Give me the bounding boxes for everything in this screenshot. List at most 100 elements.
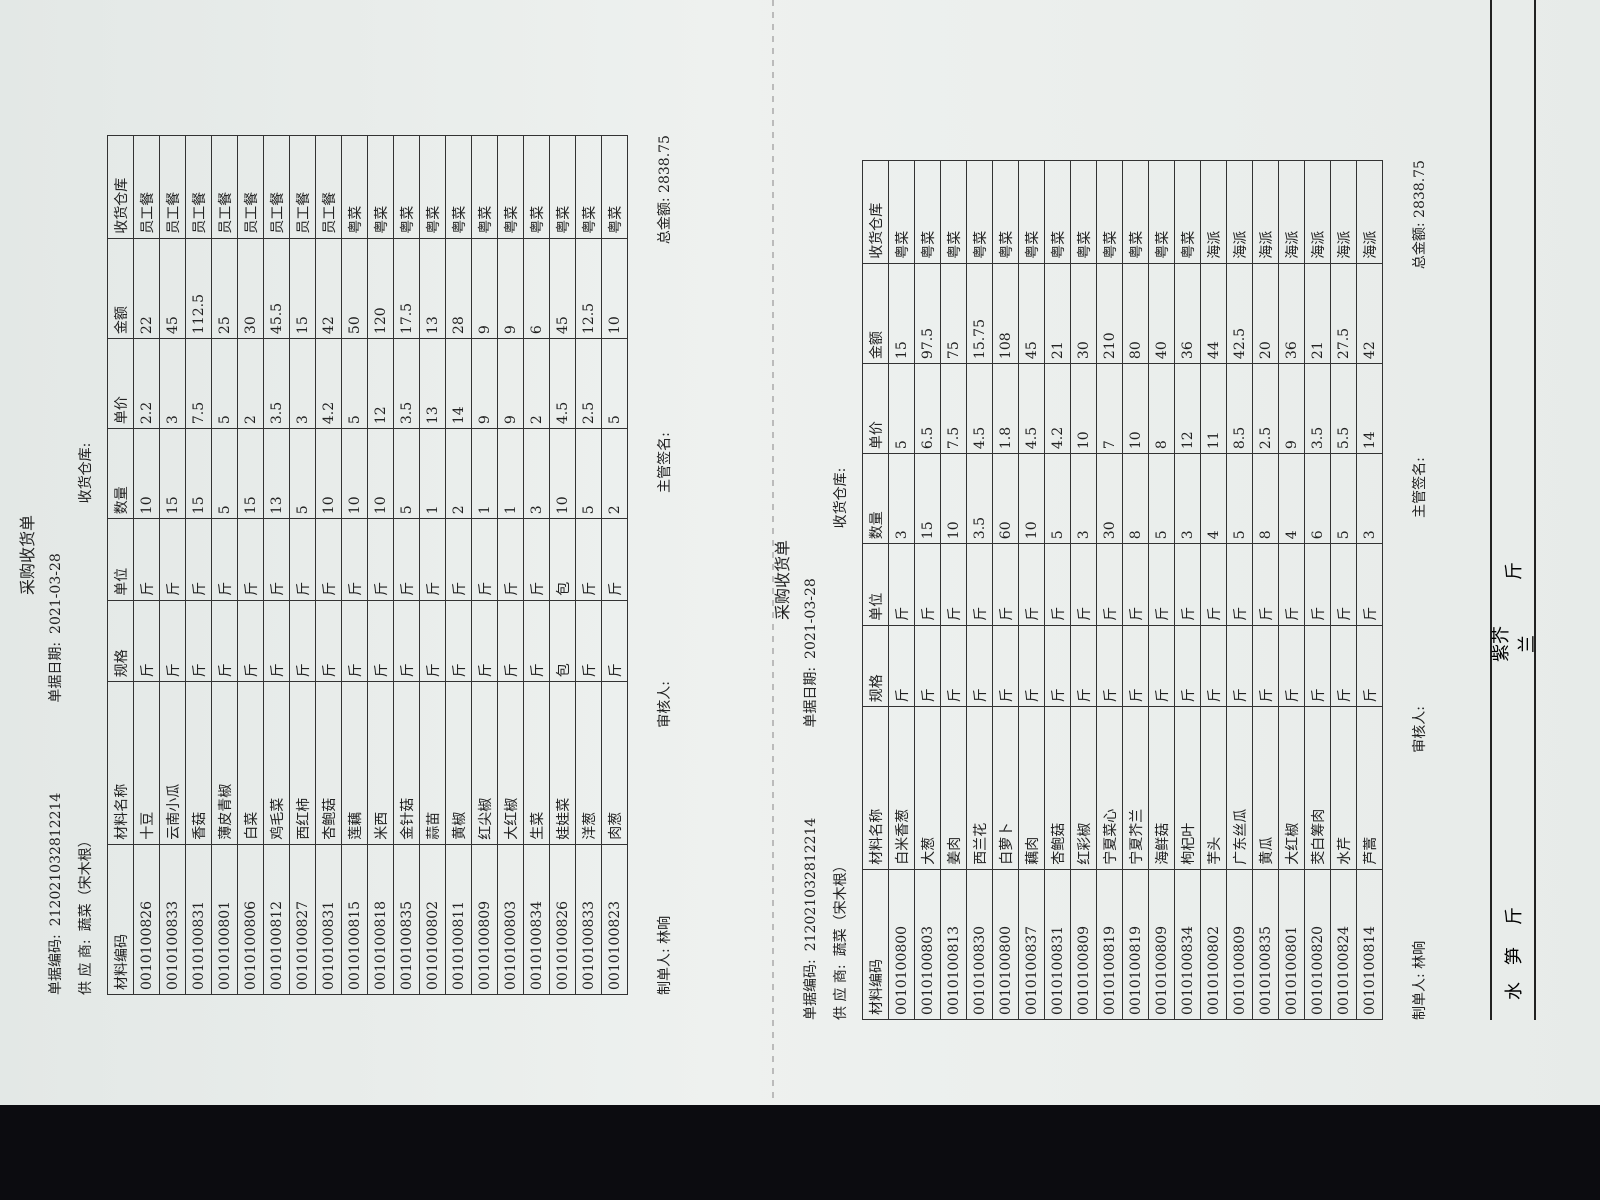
cell: 3 (523, 428, 550, 519)
cell: 黄椒 (445, 681, 472, 845)
table-row: 0010100801 薄皮青椒斤斤 5 5 25 员工餐 (211, 135, 238, 995)
cell: 斤 (1356, 625, 1383, 707)
cell: 120 (367, 238, 394, 339)
table-row: 0010100818 米西斤斤 10 12 120 粤菜 (367, 135, 394, 995)
cell: 1 (419, 428, 446, 519)
cell: 4.2 (1044, 363, 1071, 454)
supplier-info: 供 应 商: 蔬菜（宋木根） 收货仓库: (71, 115, 101, 995)
table-row: 0010100801 大红椒斤斤 4 9 36 海派 (1278, 160, 1305, 1020)
table-row: 0010100834 枸杞叶斤斤 3 12 36 粤菜 (1174, 160, 1201, 1020)
column-header: 材料名称 (107, 681, 134, 845)
cell: 斤 (367, 600, 394, 682)
table-row: 0010100823 肉葱斤斤 2 5 10 粤菜 (601, 135, 628, 995)
cell: 50 (341, 238, 368, 339)
cell: 白米香葱 (888, 706, 915, 870)
cell: 13 (263, 428, 290, 519)
cell: 0010100820 (1304, 869, 1331, 1020)
cell: 斤 (1278, 625, 1305, 707)
cell: 斤 (601, 600, 628, 682)
cell: 斤 (1148, 625, 1175, 707)
cell: 斤 (1278, 543, 1305, 626)
cell: 斤 (914, 625, 941, 707)
cell: 红彩椒 (1070, 706, 1097, 870)
doc-no-label: 单据编码: (803, 959, 819, 1020)
total-label: 总金额: (657, 197, 673, 245)
table-row: 0010100835 金针菇斤斤 5 3.5 17.5 粤菜 (393, 135, 420, 995)
cell: 粤菜 (1122, 160, 1149, 264)
table-row: 0010100815 莲藕斤斤 10 5 50 粤菜 (341, 135, 368, 995)
supplier-label: 供 应 商: (833, 964, 849, 1020)
cell: 15 (185, 428, 212, 519)
cell: 4.5 (549, 338, 576, 429)
doc-info: 单据编码: 212021032812214 单据日期: 2021-03-28 (796, 140, 826, 1020)
cell: 云南小瓜 (159, 681, 186, 845)
cell: 0010100809 (471, 844, 498, 995)
cell: 米西 (367, 681, 394, 845)
maker-label: 制单人: (1412, 973, 1428, 1020)
total: 总金额: 2838.75 (1409, 160, 1429, 269)
table-row: 0010100820 茭白筹肉斤斤 6 3.5 21 海派 (1304, 160, 1331, 1020)
cell: 生菜 (523, 681, 550, 845)
cell: 斤 (471, 600, 498, 682)
cell: 60 (992, 453, 1019, 544)
table-row: 0010100826 十豆斤斤 10 2.2 22 员工餐 (133, 135, 160, 995)
cell: 0010100812 (263, 844, 290, 995)
cell: 斤 (575, 600, 602, 682)
cell: 芋头 (1200, 706, 1227, 870)
cell: 海派 (1278, 160, 1305, 264)
total-value: 2838.75 (657, 135, 673, 193)
column-header: 收货仓库 (862, 160, 889, 264)
cell: 5 (1148, 453, 1175, 544)
cell: 斤 (419, 600, 446, 682)
cell: 斤 (1070, 625, 1097, 707)
cell: 枸杞叶 (1174, 706, 1201, 870)
doc-no: 212021032812214 (803, 817, 819, 952)
cell: 30 (1070, 263, 1097, 364)
cell: 3.5 (1304, 363, 1331, 454)
table-row: 0010100814 芦蒿斤斤 3 14 42 海派 (1356, 160, 1383, 1020)
cell: 斤 (211, 600, 238, 682)
cell: 3 (1174, 453, 1201, 544)
cell: 斤 (497, 600, 524, 682)
cell: 鸡毛菜 (263, 681, 290, 845)
cell: 粤菜 (497, 135, 524, 239)
cell: 薄皮青椒 (211, 681, 238, 845)
cell: 0010100833 (575, 844, 602, 995)
cell: 斤 (315, 518, 342, 601)
cell: 粤菜 (575, 135, 602, 239)
cell: 8.5 (1226, 363, 1253, 454)
side-strip: 水笋斤紫芥兰斤 (1490, 0, 1538, 1020)
cell: 0010100830 (966, 869, 993, 1020)
cell: 粤菜 (888, 160, 915, 264)
cell: 2.2 (133, 338, 160, 429)
cell: 0010100827 (289, 844, 316, 995)
cell: 0010100835 (1252, 869, 1279, 1020)
column-header: 单位 (107, 518, 134, 601)
cell: 27.5 (1330, 263, 1357, 364)
cell: 粤菜 (1148, 160, 1175, 264)
cell: 9 (1278, 363, 1305, 454)
cell: 斤 (1122, 543, 1149, 626)
doc-no: 212021032812214 (48, 792, 64, 927)
cell: 粤菜 (992, 160, 1019, 264)
cell: 45 (1018, 263, 1045, 364)
cell: 0010100803 (497, 844, 524, 995)
cell: 斤 (497, 518, 524, 601)
cell: 斤 (393, 600, 420, 682)
cell: 0010100824 (1330, 869, 1357, 1020)
cell: 海派 (1200, 160, 1227, 264)
fold-line (772, 0, 774, 1100)
cell: 斤 (445, 518, 472, 601)
date-label: 单据日期: (803, 666, 819, 728)
table-row: 0010100835 黄瓜斤斤 8 2.5 20 海派 (1252, 160, 1279, 1020)
cell: 210 (1096, 263, 1123, 364)
cell: 0010100800 (888, 869, 915, 1020)
column-header: 单价 (107, 338, 134, 429)
cell: 42 (315, 238, 342, 339)
column-header: 金额 (862, 263, 889, 364)
cell: 12.5 (575, 238, 602, 339)
cell: 员工餐 (133, 135, 160, 239)
cell: 4 (1278, 453, 1305, 544)
cell: 15 (888, 263, 915, 364)
cell: 斤 (133, 518, 160, 601)
